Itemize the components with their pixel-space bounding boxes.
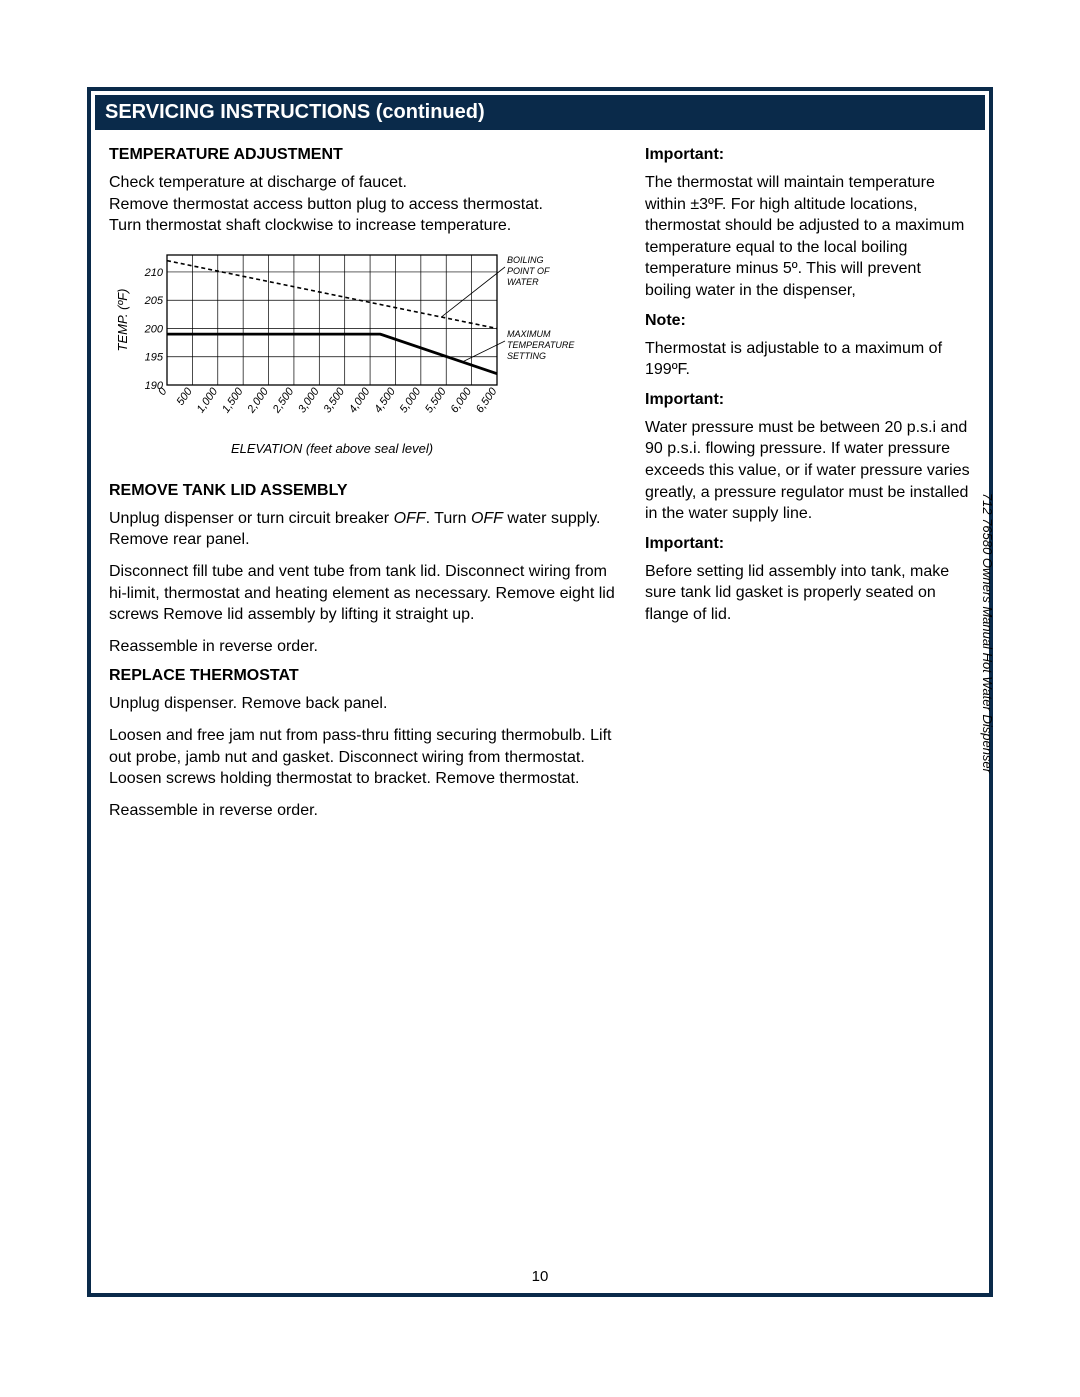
svg-text:TEMP. (ºF): TEMP. (ºF) (115, 288, 130, 351)
svg-text:MAXIMUM: MAXIMUM (507, 329, 551, 339)
svg-text:5,500: 5,500 (423, 385, 449, 415)
svg-text:1,500: 1,500 (220, 385, 246, 415)
svg-text:210: 210 (144, 267, 164, 279)
temp-adj-line3: Turn thermostat shaft clockwise to incre… (109, 217, 511, 234)
remove-lid-title: REMOVE TANK LID ASSEMBLY (109, 482, 619, 500)
temp-adjustment-title: TEMPERATURE ADJUSTMENT (109, 146, 619, 164)
svg-text:6,500: 6,500 (474, 385, 500, 415)
note-title: Note: (645, 312, 971, 330)
svg-text:200: 200 (144, 323, 164, 335)
svg-text:WATER: WATER (507, 277, 539, 287)
side-document-label: 712 76580 Owners Manual Hot Water Dispen… (980, 493, 995, 773)
svg-text:POINT OF: POINT OF (507, 266, 550, 276)
svg-text:BOILING: BOILING (507, 255, 544, 265)
replace-therm-p1: Unplug dispenser. Remove back panel. (109, 693, 619, 715)
important-3-title: Important: (645, 535, 971, 553)
temp-adj-line1: Check temperature at discharge of faucet… (109, 174, 407, 191)
left-column: TEMPERATURE ADJUSTMENT Check temperature… (109, 140, 619, 831)
important-1-title: Important: (645, 146, 971, 164)
svg-text:0: 0 (156, 385, 170, 398)
important-2-body: Water pressure must be between 20 p.s.i … (645, 417, 971, 525)
important-1-body: The thermostat will maintain temperature… (645, 172, 971, 302)
svg-text:500: 500 (174, 385, 195, 408)
section-header: SERVICING INSTRUCTIONS (continued) (95, 95, 985, 130)
right-column: Important: The thermostat will maintain … (645, 140, 971, 831)
svg-text:3,000: 3,000 (296, 385, 322, 415)
temp-adj-text: Check temperature at discharge of faucet… (109, 172, 619, 237)
svg-text:TEMPERATURE: TEMPERATURE (507, 340, 575, 350)
important-2-title: Important: (645, 391, 971, 409)
svg-text:4,500: 4,500 (372, 385, 398, 415)
note-body: Thermostat is adjustable to a maximum of… (645, 338, 971, 381)
svg-text:1,000: 1,000 (195, 385, 221, 415)
content-columns: TEMPERATURE ADJUSTMENT Check temperature… (91, 130, 989, 831)
page-frame: SERVICING INSTRUCTIONS (continued) TEMPE… (87, 87, 993, 1297)
remove-lid-p2: Disconnect fill tube and vent tube from … (109, 561, 619, 626)
svg-text:ELEVATION (feet above seal lev: ELEVATION (feet above seal level) (231, 441, 433, 456)
important-3-body: Before setting lid assembly into tank, m… (645, 561, 971, 626)
svg-text:195: 195 (145, 352, 164, 364)
temp-adj-line2: Remove thermostat access button plug to … (109, 196, 543, 213)
remove-lid-p1: Unplug dispenser or turn circuit breaker… (109, 508, 619, 551)
page-number: 10 (91, 1268, 989, 1285)
svg-text:4,000: 4,000 (347, 385, 373, 415)
svg-text:2,000: 2,000 (245, 385, 272, 416)
svg-text:SETTING: SETTING (507, 351, 546, 361)
svg-text:6,000: 6,000 (448, 385, 474, 415)
elevation-temp-chart: 19019520020521005001,0001,5002,0002,5003… (109, 249, 619, 464)
remove-lid-p3: Reassemble in reverse order. (109, 636, 619, 658)
chart-svg: 19019520020521005001,0001,5002,0002,5003… (109, 249, 619, 459)
replace-therm-p2: Loosen and free jam nut from pass-thru f… (109, 725, 619, 790)
svg-text:5,000: 5,000 (398, 385, 424, 415)
svg-text:205: 205 (144, 295, 164, 307)
replace-therm-p3: Reassemble in reverse order. (109, 800, 619, 822)
svg-text:3,500: 3,500 (322, 385, 348, 415)
svg-text:2,500: 2,500 (270, 385, 297, 416)
replace-thermostat-title: REPLACE THERMOSTAT (109, 667, 619, 685)
